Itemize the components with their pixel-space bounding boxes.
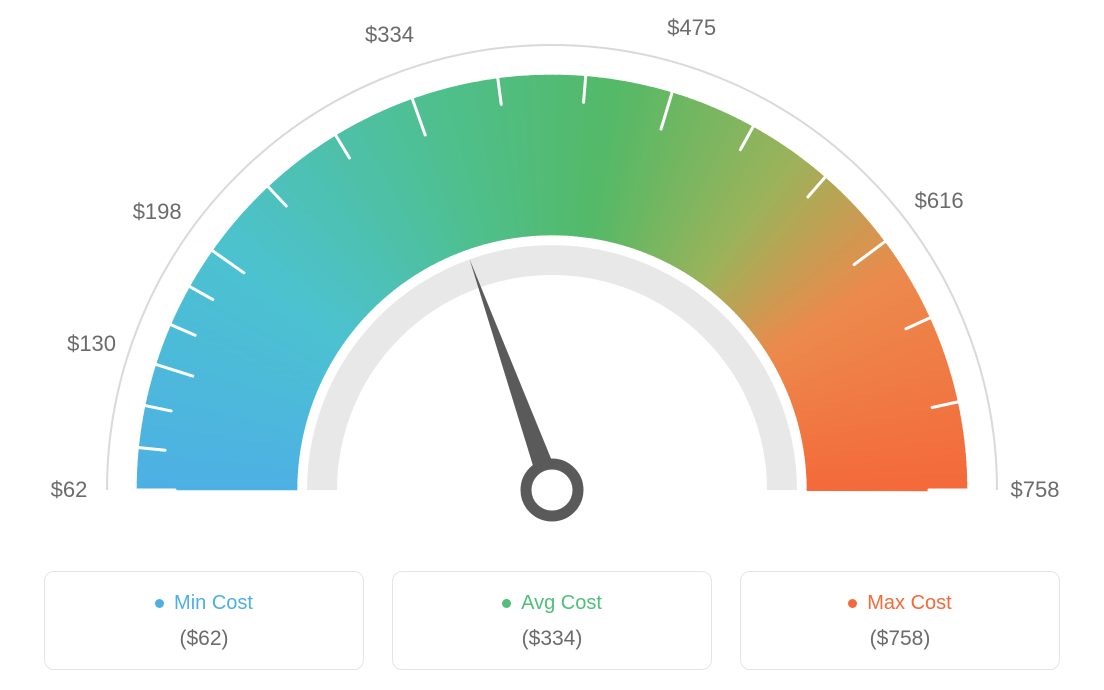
gauge-container: $62 $130 $198 $334 $475 $616 $758 — [0, 0, 1104, 560]
legend-card-avg: Avg Cost ($334) — [392, 571, 712, 670]
legend-label-max: Max Cost — [867, 592, 951, 615]
gauge-tick-label: $334 — [365, 22, 414, 48]
gauge-tick-label: $616 — [915, 188, 964, 214]
legend-value-avg: ($334) — [403, 627, 701, 651]
legend-dot-avg — [502, 599, 511, 608]
gauge-tick-label: $198 — [133, 199, 182, 225]
gauge-tick-label: $758 — [1011, 477, 1060, 503]
gauge-band — [137, 75, 967, 491]
legend-dot-max — [848, 599, 857, 608]
legend-card-min: Min Cost ($62) — [44, 571, 364, 670]
legend-label-min: Min Cost — [174, 592, 253, 615]
gauge-tick-label: $130 — [67, 331, 116, 357]
gauge-tick-label: $475 — [667, 15, 716, 41]
gauge-needle — [470, 259, 563, 493]
legend-title-avg: Avg Cost — [502, 592, 602, 615]
legend-row: Min Cost ($62) Avg Cost ($334) Max Cost … — [0, 571, 1104, 670]
gauge-tick-label: $62 — [51, 477, 88, 503]
legend-value-max: ($758) — [751, 627, 1049, 651]
legend-title-max: Max Cost — [848, 592, 951, 615]
gauge-hub — [526, 464, 578, 516]
legend-title-min: Min Cost — [155, 592, 253, 615]
legend-label-avg: Avg Cost — [521, 592, 602, 615]
legend-card-max: Max Cost ($758) — [740, 571, 1060, 670]
gauge-svg — [0, 0, 1104, 560]
legend-value-min: ($62) — [55, 627, 353, 651]
legend-dot-min — [155, 599, 164, 608]
